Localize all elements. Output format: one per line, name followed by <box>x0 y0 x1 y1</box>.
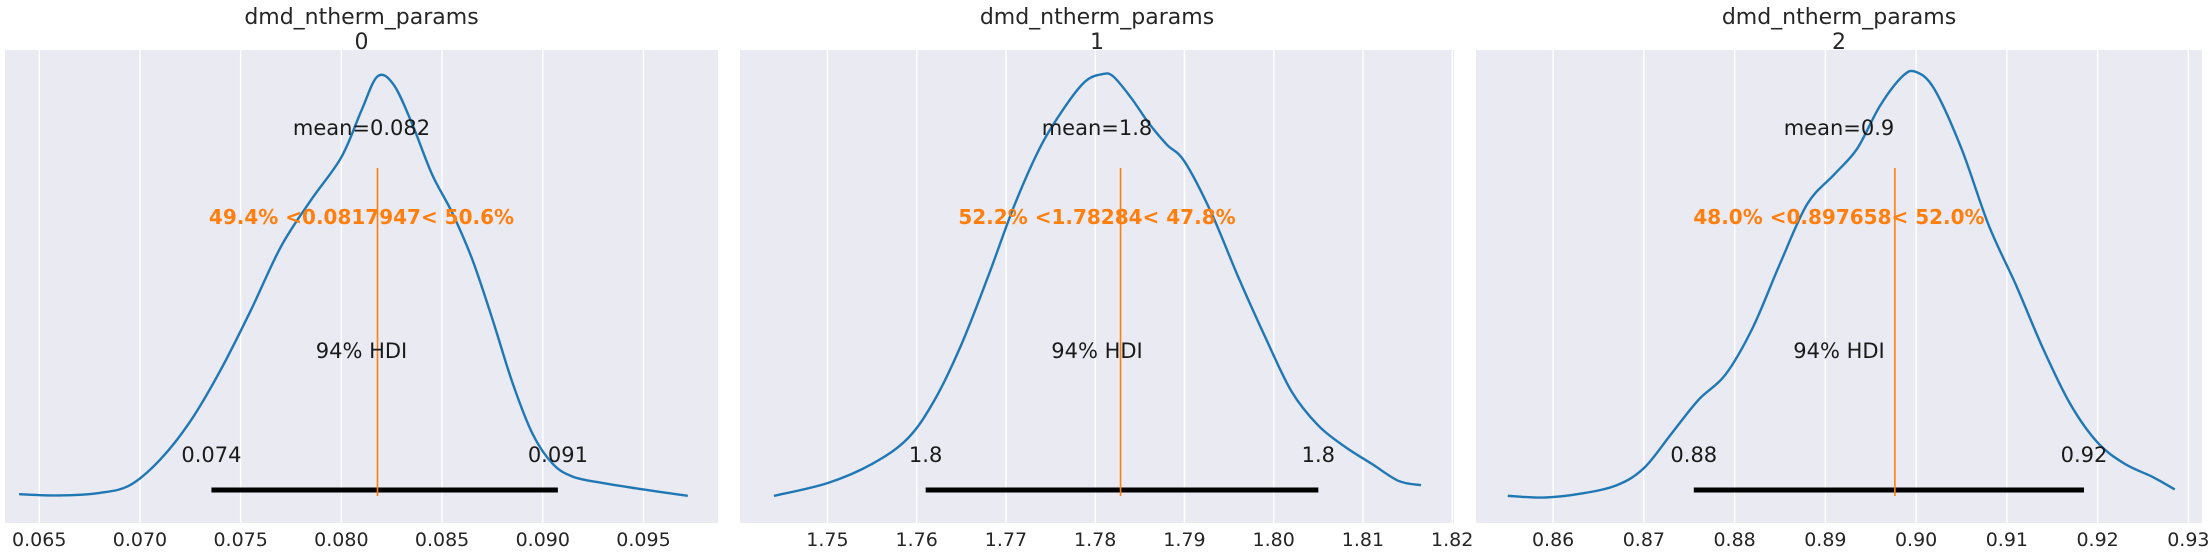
x-tick-label: 0.080 <box>314 529 368 551</box>
kde-curve <box>773 72 1422 498</box>
x-tick-label: 0.090 <box>516 529 570 551</box>
x-tick-label: 0.095 <box>616 529 670 551</box>
panel-title-line: dmd_ntherm_params <box>244 5 478 30</box>
hdi-low-label: 0.88 <box>1670 443 1717 467</box>
x-tick-label: 0.90 <box>1895 529 1937 551</box>
x-tick-label: 0.88 <box>1713 529 1755 551</box>
x-tick-label: 1.80 <box>1253 529 1295 551</box>
panel-title-line: 2 <box>1832 30 1846 55</box>
hdi-label: 94% HDI <box>1051 339 1143 363</box>
mean-label: mean=1.8 <box>1042 116 1153 140</box>
x-tick-label: 0.86 <box>1532 529 1574 551</box>
hdi-high-label: 0.92 <box>2061 443 2108 467</box>
panel-title-line: 1 <box>1090 30 1104 55</box>
hdi-label: 94% HDI <box>1793 339 1885 363</box>
x-tick-label: 0.075 <box>213 529 267 551</box>
reference-label: 48.0% <0.897658< 52.0% <box>1693 205 1984 229</box>
reference-label: 49.4% <0.0817947< 50.6% <box>209 205 514 229</box>
hdi-low-label: 1.8 <box>909 443 942 467</box>
hdi-high-label: 1.8 <box>1302 443 1335 467</box>
plot-area <box>740 50 1454 523</box>
x-tick-label: 1.77 <box>985 529 1027 551</box>
hdi-low-label: 0.074 <box>181 443 241 467</box>
x-tick-label: 1.75 <box>806 529 848 551</box>
x-tick-label: 0.070 <box>113 529 167 551</box>
kde-curve <box>1507 69 2176 499</box>
hdi-label: 94% HDI <box>316 339 408 363</box>
x-tick-label: 0.085 <box>415 529 469 551</box>
x-tick-label: 0.93 <box>2167 529 2208 551</box>
reference-label: 52.2% <1.78284< 47.8% <box>958 205 1235 229</box>
x-tick-label: 1.81 <box>1342 529 1384 551</box>
mean-label: mean=0.9 <box>1784 116 1895 140</box>
x-tick-label: 0.92 <box>2076 529 2118 551</box>
x-tick-label: 1.82 <box>1431 529 1473 551</box>
panel-title-line: 0 <box>355 30 369 55</box>
panel-title-line: dmd_ntherm_params <box>1722 5 1956 30</box>
x-tick-label: 0.91 <box>1986 529 2028 551</box>
hdi-high-label: 0.091 <box>528 443 588 467</box>
kde-curve <box>19 73 688 498</box>
plot-area <box>1476 50 2202 523</box>
plot-area <box>5 50 718 523</box>
x-tick-label: 0.87 <box>1623 529 1665 551</box>
x-tick-label: 0.89 <box>1804 529 1846 551</box>
x-tick-label: 1.79 <box>1163 529 1205 551</box>
x-tick-label: 1.76 <box>896 529 938 551</box>
panel-title-line: dmd_ntherm_params <box>980 5 1214 30</box>
x-tick-label: 1.78 <box>1074 529 1116 551</box>
mean-label: mean=0.082 <box>293 116 430 140</box>
x-tick-label: 0.065 <box>12 529 66 551</box>
